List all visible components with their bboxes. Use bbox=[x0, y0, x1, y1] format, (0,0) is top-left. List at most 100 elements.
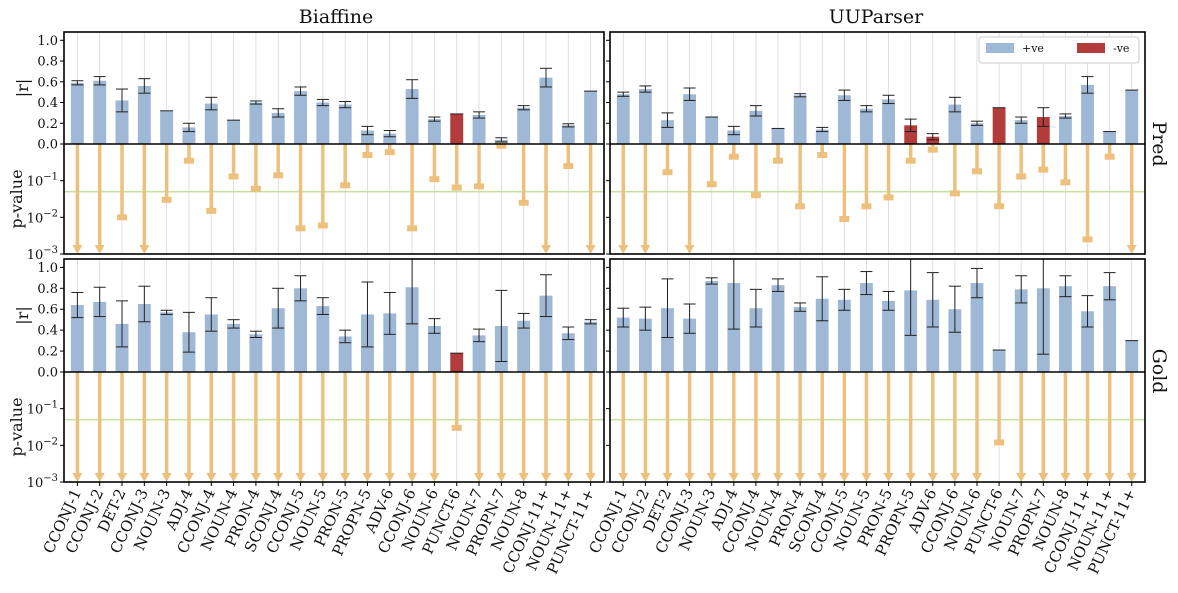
panel-biaffine-gold: 0.0 0.2 0.4 0.6 0.8 1.0 10−1 10−2 10−3 |r| p-value… bbox=[7, 258, 605, 577]
p-value-cap bbox=[474, 183, 485, 190]
bar bbox=[1081, 311, 1094, 372]
p-value-arrow bbox=[706, 473, 717, 482]
p-tick-label: 10−3 bbox=[27, 473, 58, 491]
p-value-cap bbox=[927, 146, 938, 153]
bar bbox=[160, 312, 174, 372]
y-tick-label: 0.0 bbox=[37, 138, 58, 153]
p-value-arrow bbox=[684, 473, 695, 482]
p-value-arrow bbox=[518, 473, 529, 482]
bar bbox=[948, 104, 962, 144]
p-value-arrow bbox=[94, 245, 105, 254]
p-value-arrow bbox=[1082, 473, 1093, 482]
p-value-arrow bbox=[750, 473, 761, 482]
bar bbox=[793, 307, 807, 372]
p-value-arrow bbox=[94, 473, 105, 482]
bar bbox=[204, 314, 218, 372]
p-value-arrow bbox=[1060, 473, 1071, 482]
bar bbox=[926, 299, 940, 372]
p-value-arrow bbox=[161, 473, 172, 482]
p-value-cap bbox=[1016, 173, 1027, 180]
p-value-cap bbox=[340, 182, 351, 189]
p-value-arrow bbox=[1104, 473, 1115, 482]
p-value-arrow bbox=[1016, 473, 1027, 482]
p-value-cap bbox=[839, 216, 850, 223]
title-biaffine: Biaffine bbox=[299, 6, 373, 28]
p-value-cap bbox=[773, 157, 784, 164]
bar bbox=[70, 305, 84, 372]
p-value-cap bbox=[250, 185, 261, 192]
p-value-cap bbox=[384, 149, 395, 156]
bar bbox=[1103, 131, 1117, 144]
p-value-arrow bbox=[585, 245, 596, 254]
p-value-arrow bbox=[905, 473, 916, 482]
y-axis-label-r: |r| bbox=[13, 79, 32, 97]
bar bbox=[926, 136, 940, 144]
p-value-arrow bbox=[72, 473, 83, 482]
bar bbox=[137, 303, 151, 372]
bar bbox=[815, 298, 829, 372]
bar bbox=[405, 287, 419, 372]
y-tick-label: 1.0 bbox=[37, 34, 58, 49]
bar bbox=[749, 308, 763, 372]
bar bbox=[249, 334, 263, 372]
bar bbox=[638, 89, 652, 144]
p-value-cap bbox=[994, 203, 1005, 210]
p-value-arrow bbox=[407, 473, 418, 482]
p-value-arrow bbox=[317, 473, 328, 482]
bar bbox=[1103, 286, 1117, 372]
bar bbox=[294, 91, 307, 144]
p-value-cap bbox=[317, 222, 328, 229]
p-value-cap bbox=[861, 203, 872, 210]
title-uuparser: UUParser bbox=[829, 6, 924, 28]
p-value-arrow bbox=[728, 473, 739, 482]
bar bbox=[517, 320, 531, 372]
p-value-cap bbox=[1038, 166, 1049, 173]
bar bbox=[837, 299, 851, 372]
p-value-arrow bbox=[384, 473, 395, 482]
bar bbox=[137, 85, 151, 144]
panel-frame bbox=[609, 31, 1146, 255]
bar bbox=[1125, 90, 1139, 144]
bar bbox=[316, 306, 330, 372]
p-value-arrow bbox=[861, 473, 872, 482]
p-value-arrow bbox=[883, 473, 894, 482]
bar bbox=[405, 89, 419, 144]
bar bbox=[860, 283, 873, 372]
p-value-cap bbox=[905, 157, 916, 164]
p-value-cap bbox=[971, 168, 982, 175]
bar bbox=[115, 100, 129, 144]
bar bbox=[1081, 84, 1094, 144]
panel-uuparser-gold: CCONJ-1CCONJ-2DET-2CCONJ-3NOUN-3ADJ-4CCO… bbox=[585, 258, 1146, 577]
panel-frame bbox=[63, 258, 605, 483]
y-axis-label-p: p-value bbox=[7, 169, 26, 228]
bar bbox=[1059, 286, 1072, 372]
p-tick-label: 10−1 bbox=[27, 172, 58, 190]
bar bbox=[860, 108, 873, 144]
bar bbox=[1014, 120, 1028, 144]
p-value-cap bbox=[994, 439, 1005, 446]
bar bbox=[539, 295, 553, 372]
y-tick-label: 0.4 bbox=[37, 324, 58, 339]
y-tick-label: 1.0 bbox=[37, 261, 58, 276]
bar bbox=[837, 95, 851, 144]
p-value-cap bbox=[706, 181, 717, 188]
bar bbox=[749, 110, 763, 144]
y-tick-label: 0.8 bbox=[37, 55, 58, 70]
p-value-cap bbox=[295, 225, 306, 232]
bar bbox=[815, 129, 829, 144]
bar bbox=[992, 107, 1006, 144]
p-value-cap bbox=[273, 172, 284, 179]
bar bbox=[638, 318, 652, 372]
bar bbox=[1059, 116, 1072, 144]
bar bbox=[383, 313, 397, 372]
p-value-arrow bbox=[618, 245, 629, 254]
bar bbox=[970, 283, 984, 372]
legend-label-neg: -ve bbox=[1113, 42, 1129, 55]
p-value-cap bbox=[795, 203, 806, 210]
p-value-arrow bbox=[927, 473, 938, 482]
p-value-arrow bbox=[183, 473, 194, 482]
p-value-arrow bbox=[72, 245, 83, 254]
bar bbox=[472, 335, 486, 372]
p-value-arrow bbox=[474, 473, 485, 482]
